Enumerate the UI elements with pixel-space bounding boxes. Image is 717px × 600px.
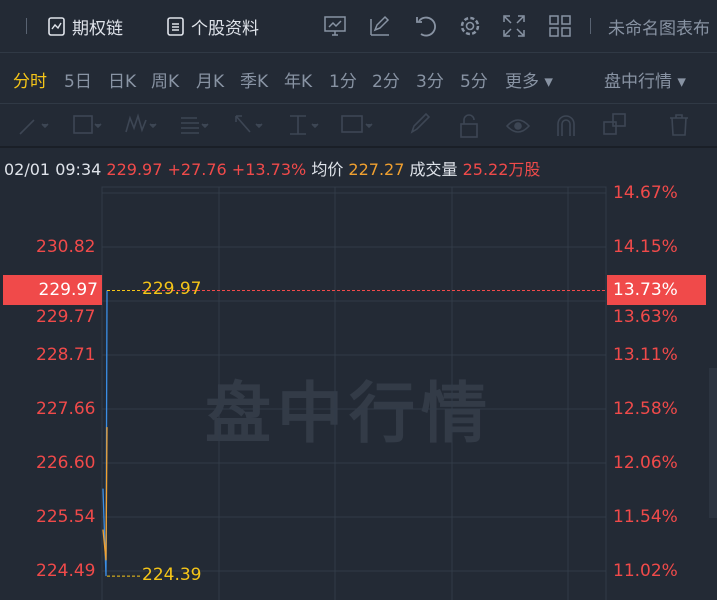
- y-tick-right: 13.63%: [613, 307, 678, 327]
- divider: [26, 18, 27, 34]
- current-price-label: 229.97: [38, 280, 98, 300]
- options-chain-button[interactable]: 期权链: [48, 14, 123, 39]
- price: 229.97: [106, 160, 163, 179]
- intraday-chart[interactable]: [0, 180, 717, 600]
- volume-label: 成交量: [409, 160, 458, 179]
- trend-line-icon[interactable]: [19, 119, 49, 135]
- y-tick-left: 225.54: [36, 507, 96, 527]
- layers-icon[interactable]: [603, 113, 626, 135]
- chart-doc-icon: [48, 16, 65, 36]
- gear-icon[interactable]: [458, 14, 482, 38]
- magnet-icon[interactable]: [557, 115, 575, 136]
- document-icon: [167, 16, 184, 36]
- current-pct-label: 13.73%: [613, 280, 678, 300]
- y-tick-right: 11.54%: [613, 507, 678, 527]
- avg-price-line: [102, 427, 108, 561]
- refresh-icon[interactable]: [413, 14, 437, 38]
- plot-frame: [101, 186, 607, 600]
- fullscreen-icon[interactable]: [503, 15, 525, 37]
- y-tick-left: 227.66: [36, 399, 96, 419]
- y-tick-right: 14.15%: [613, 237, 678, 257]
- y-tick-left: 224.49: [36, 561, 96, 581]
- pencil-icon[interactable]: [410, 112, 431, 134]
- tab-3min[interactable]: 3分: [416, 72, 444, 92]
- text-cursor-icon[interactable]: [290, 115, 319, 135]
- arrow-icon[interactable]: [235, 115, 263, 133]
- change: +27.76: [167, 160, 227, 179]
- current-pct-badge: 13.73%: [607, 275, 706, 305]
- layout-grid-icon[interactable]: [549, 15, 571, 37]
- y-tick-right: 13.11%: [613, 345, 678, 365]
- chart-layout-name[interactable]: 未命名图表布: [608, 19, 710, 39]
- stock-profile-button[interactable]: 个股资料: [167, 14, 259, 39]
- tab-quarterly-k[interactable]: 季K: [240, 72, 269, 92]
- stock-profile-label: 个股资料: [191, 19, 259, 39]
- indicator-monitor-icon[interactable]: [324, 15, 346, 37]
- tab-5day[interactable]: 5日: [64, 72, 92, 92]
- eye-icon[interactable]: [505, 119, 531, 133]
- tab-1min[interactable]: 1分: [329, 72, 357, 92]
- tab-more[interactable]: 更多 ▾: [505, 72, 553, 92]
- y-tick-left: 229.77: [36, 307, 96, 327]
- lock-icon[interactable]: [460, 114, 478, 138]
- y-tick-left: 226.60: [36, 453, 96, 473]
- edit-icon[interactable]: [369, 15, 391, 37]
- tab-yearly-k[interactable]: 年K: [284, 72, 313, 92]
- y-tick-left: 228.71: [36, 345, 96, 365]
- y-tick-right: 12.58%: [613, 399, 678, 419]
- tab-weekly-k[interactable]: 周K: [151, 72, 180, 92]
- pattern-icon[interactable]: [125, 113, 157, 133]
- session-select[interactable]: 盘中行情 ▾: [604, 72, 686, 92]
- y-tick-left: 230.82: [36, 237, 96, 257]
- trash-icon[interactable]: [670, 114, 688, 136]
- tab-monthly-k[interactable]: 月K: [196, 72, 225, 92]
- divider: [590, 18, 591, 34]
- text-annotation-icon[interactable]: [341, 115, 373, 133]
- scrollbar[interactable]: [709, 368, 717, 518]
- tab-5min[interactable]: 5分: [460, 72, 488, 92]
- avg-price: 227.27: [348, 160, 405, 179]
- high-label: 229.97: [142, 279, 202, 299]
- y-tick-right: 11.02%: [613, 561, 678, 581]
- watermark: 盘中行情: [205, 375, 493, 452]
- fibonacci-icon[interactable]: [181, 117, 209, 134]
- datetime: 02/01 09:34: [4, 160, 102, 179]
- volume: 25.22万股: [462, 160, 541, 179]
- quote-info-bar: 02/01 09:34 229.97 +27.76 +13.73% 均价 227…: [4, 156, 540, 180]
- avg-label: 均价: [311, 160, 344, 179]
- current-price-badge: 229.97: [3, 275, 102, 305]
- y-tick-right: 14.67%: [613, 183, 678, 203]
- tab-daily-k[interactable]: 日K: [108, 72, 137, 92]
- top-toolbar: 期权链 个股资料 未命名图表布: [0, 0, 717, 53]
- drawing-toolbar: [0, 104, 717, 148]
- rectangle-icon[interactable]: [73, 115, 102, 134]
- tab-intraday[interactable]: 分时: [13, 72, 47, 92]
- period-tabs: 分时 5日 日K 周K 月K 季K 年K 1分 2分 3分 5分 更多 ▾ 盘中…: [0, 53, 717, 104]
- low-label: 224.39: [142, 565, 202, 585]
- options-chain-label: 期权链: [72, 19, 123, 39]
- change-pct: +13.73%: [231, 160, 307, 179]
- tab-2min[interactable]: 2分: [372, 72, 400, 92]
- y-tick-right: 12.06%: [613, 453, 678, 473]
